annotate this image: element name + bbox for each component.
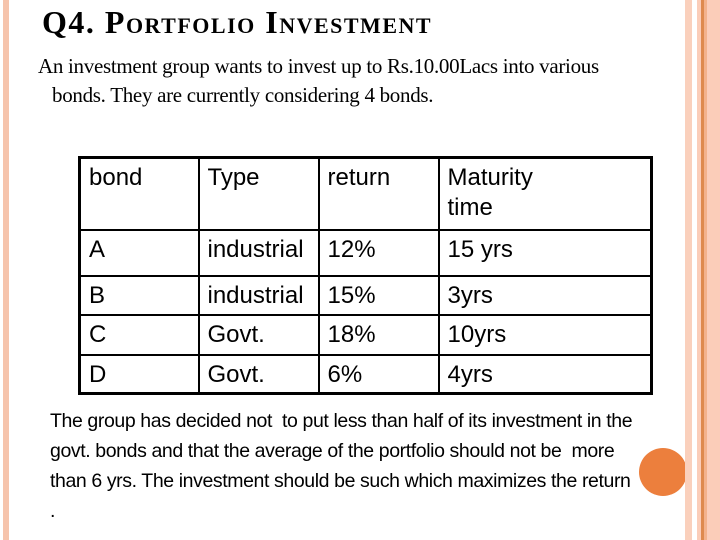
table-row-bond-a: A industrial 12% 15 yrs <box>78 228 653 277</box>
cell-bond: B <box>78 274 200 316</box>
note-line-1: The group has decided not to put less th… <box>50 410 633 432</box>
cell-type: industrial <box>197 228 320 277</box>
cell-return: 12% <box>317 228 440 277</box>
col-header-bond-label: bond <box>89 164 143 191</box>
cell-bond: A <box>78 228 200 277</box>
right-border-thin-stripe <box>685 0 692 540</box>
bonds-table: bond Type return Maturity time A industr… <box>78 156 653 395</box>
intro-paragraph: An investment group wants to invest up t… <box>38 52 599 110</box>
intro-line-2: bonds. They are currently considering 4 … <box>52 83 434 107</box>
col-header-return: return <box>317 156 440 231</box>
cell-return: 15% <box>317 274 440 316</box>
table-row-bond-d: D Govt. 6% 4yrs <box>78 353 653 394</box>
cell-bond: D <box>78 353 200 394</box>
cell-maturity: 4yrs <box>437 353 653 394</box>
accent-circle <box>639 448 687 496</box>
table-header-row: bond Type return Maturity time <box>78 156 653 231</box>
cell-maturity: 10yrs <box>437 313 653 356</box>
cell-type: Govt. <box>197 353 320 394</box>
col-header-maturity-label: Maturity time <box>447 164 533 221</box>
intro-line-1: An investment group wants to invest up t… <box>38 54 599 78</box>
table-row-bond-c: C Govt. 18% 10yrs <box>78 313 653 356</box>
cell-return: 18% <box>317 313 440 356</box>
cell-return: 6% <box>317 353 440 394</box>
right-border-dark-line <box>701 0 704 540</box>
right-border-mid-line <box>704 0 707 540</box>
cell-type: Govt. <box>197 313 320 356</box>
slide-title: Q4. Portfolio Investment <box>42 4 433 40</box>
left-border-stripe <box>3 0 9 540</box>
col-header-type-label: Type <box>207 164 260 191</box>
cell-bond: C <box>78 313 200 356</box>
note-line-4: . <box>50 500 56 522</box>
note-line-3: than 6 yrs. The investment should be suc… <box>50 470 631 492</box>
col-header-bond: bond <box>78 156 200 231</box>
cell-maturity: 15 yrs <box>437 228 653 277</box>
col-header-type: Type <box>197 156 320 231</box>
table-row-bond-b: B industrial 15% 3yrs <box>78 274 653 316</box>
note-paragraph: The group has decided not to put less th… <box>50 406 633 526</box>
cell-type: industrial <box>197 274 320 316</box>
cell-maturity: 3yrs <box>437 274 653 316</box>
col-header-maturity: Maturity time <box>437 156 653 231</box>
note-line-2: govt. bonds and that the average of the … <box>50 440 615 462</box>
col-header-return-label: return <box>327 164 391 191</box>
